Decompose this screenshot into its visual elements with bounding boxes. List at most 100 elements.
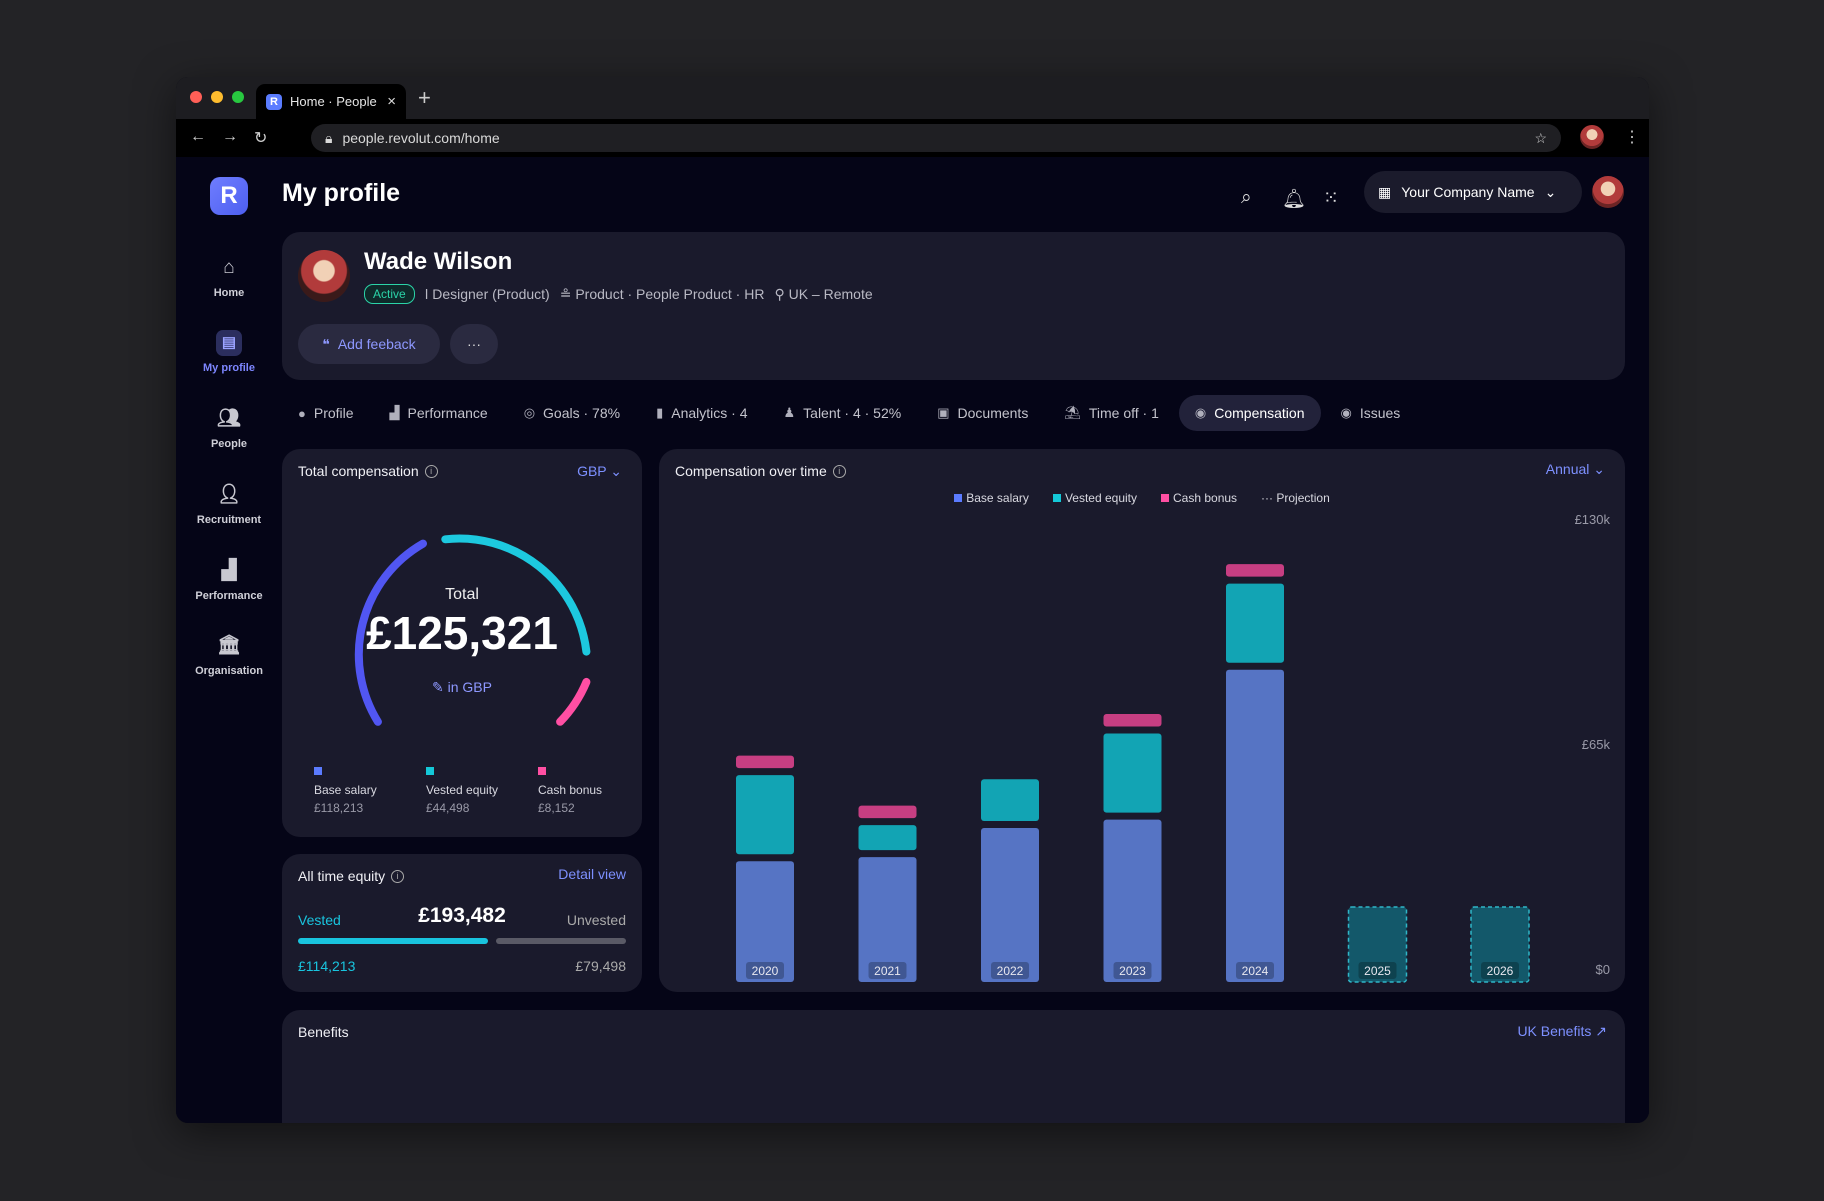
bar-projection-2026 xyxy=(1470,906,1530,983)
team-text: ≗ Product · People Product · HR xyxy=(559,285,765,302)
tab-label: Talent · 4 · 52% xyxy=(803,405,902,421)
all-time-equity-card: All time equity i Detail view Vested £19… xyxy=(282,854,642,992)
year-label-bg xyxy=(1358,962,1397,979)
tab-issues[interactable]: ◉ Issues xyxy=(1325,395,1417,431)
maximize-window-button[interactable] xyxy=(232,91,244,103)
minimize-window-button[interactable] xyxy=(211,91,223,103)
info-icon[interactable]: i xyxy=(832,464,846,478)
tab-performance[interactable]: ▟ Performance xyxy=(374,395,504,431)
info-icon[interactable]: i xyxy=(391,869,405,883)
tab-label: Compensation xyxy=(1214,405,1305,421)
recruitment-icon: 👤︎ xyxy=(216,484,242,505)
tab-profile[interactable]: ● Profile xyxy=(282,395,370,431)
in-gbp-text: in GBP xyxy=(447,679,492,695)
url-text: people.revolut.com/home xyxy=(342,130,500,146)
swatch xyxy=(1052,494,1061,502)
back-icon[interactable]: ← xyxy=(190,128,206,145)
total-compensation-card: Total compensation i GBP ⌄ Total £125,32… xyxy=(282,449,642,837)
feedback-icon: ❝ xyxy=(322,335,330,352)
bell-icon[interactable]: 🔔︎ xyxy=(1282,189,1307,210)
sidebar-item-home[interactable]: ⌂ Home xyxy=(176,255,282,299)
y-tick-label: $0 xyxy=(1596,962,1610,977)
bar-projection-2025 xyxy=(1347,906,1408,983)
address-bar[interactable]: 🔒︎ people.revolut.com/home ☆ xyxy=(311,124,1561,152)
sidebar-label: My profile xyxy=(203,362,255,374)
sidebar-item-people[interactable]: 👥︎ People xyxy=(176,406,282,450)
vested-label: Vested xyxy=(298,912,341,928)
year-label-bg xyxy=(868,962,907,979)
forward-icon[interactable]: → xyxy=(222,128,238,145)
issues-icon: ◉ xyxy=(1340,405,1352,420)
swatch xyxy=(1161,494,1169,502)
user-avatar[interactable] xyxy=(1592,176,1624,208)
edit-currency-link[interactable]: ✎ in GBP xyxy=(282,679,642,696)
location-icon: ⚲ xyxy=(774,285,789,302)
add-feedback-button[interactable]: ❝ Add feeback xyxy=(298,324,440,364)
bar-chart-icon: ▮ xyxy=(656,405,664,420)
tab-label: Documents xyxy=(957,405,1029,421)
cash-bonus-swatch xyxy=(538,767,546,775)
tab-analytics[interactable]: ▮ Analytics · 4 xyxy=(640,395,763,431)
more-options-button[interactable]: ··· xyxy=(450,324,498,364)
legend-cash-bonus: Cash bonus £8,152 xyxy=(538,767,602,815)
info-icon[interactable]: i xyxy=(424,464,438,478)
close-window-button[interactable] xyxy=(190,91,202,103)
title-text: Compensation over time xyxy=(675,463,827,479)
browser-menu-icon[interactable]: ⋮ xyxy=(1624,129,1640,146)
legend-value: £118,213 xyxy=(314,801,364,815)
equity-title: All time equity i xyxy=(298,868,405,884)
vested-equity-arc xyxy=(441,534,591,656)
company-switcher[interactable]: ▦ Your Company Name ⌄ xyxy=(1364,171,1582,213)
tab-talent[interactable]: ♟ Talent · 4 · 52% xyxy=(768,395,918,431)
tab-goals[interactable]: ◎ Goals · 78% xyxy=(508,395,636,431)
dots-icon: ··· xyxy=(1261,491,1277,505)
vested-value: £114,213 xyxy=(298,958,356,974)
reload-icon[interactable]: ↻ xyxy=(254,130,268,147)
period-dropdown[interactable]: Annual ⌄ xyxy=(1546,461,1605,478)
bar-cash-bonus-2021 xyxy=(858,805,917,819)
base-salary-swatch xyxy=(314,767,322,775)
sidebar-label: Performance xyxy=(195,590,263,602)
tab-title: Home · People xyxy=(290,94,377,109)
sidebar-item-my-profile[interactable]: ▤ My profile xyxy=(176,330,282,374)
tab-label: Goals · 78% xyxy=(543,405,621,421)
legend-value: £44,498 xyxy=(426,801,470,815)
benefits-card: Benefits UK Benefits ↗ xyxy=(282,1010,1625,1123)
external-link-icon: ↗ xyxy=(1595,1023,1607,1039)
profile-card: Wade Wilson Active ǀ Designer (Product) … xyxy=(282,232,1625,380)
close-tab-icon[interactable]: × xyxy=(387,93,396,110)
detail-view-link[interactable]: Detail view xyxy=(558,866,626,882)
browser-tab[interactable]: R Home · People × xyxy=(256,84,406,119)
equity-progress xyxy=(298,938,626,944)
search-icon[interactable]: ⌕ xyxy=(1241,187,1252,208)
performance-icon: ▟ xyxy=(221,560,237,581)
total-label: Total xyxy=(445,586,479,603)
sidebar-item-organisation[interactable]: 🏛︎ Organisation xyxy=(176,633,282,677)
bar-cash-bonus-2023 xyxy=(1103,714,1162,727)
x-tick-label: 2024 xyxy=(1242,964,1269,978)
target-icon: ◎ xyxy=(523,405,536,420)
tab-documents[interactable]: ▣ Documents xyxy=(921,395,1044,431)
bar-base-salary-2024 xyxy=(1226,669,1284,982)
tab-time-off[interactable]: ⛱ Time off · 1 xyxy=(1048,395,1175,431)
sidebar-item-recruitment[interactable]: 👤︎ Recruitment xyxy=(176,482,282,526)
uk-benefits-link[interactable]: UK Benefits ↗ xyxy=(1517,1023,1607,1040)
chevron-down-icon: ⌄ xyxy=(1544,183,1557,200)
performance-icon: ▟ xyxy=(389,405,400,420)
bookmark-star-icon[interactable]: ☆ xyxy=(1534,129,1547,146)
sidebar-label: Home xyxy=(213,287,245,299)
tab-label: Performance xyxy=(407,405,488,421)
talent-icon: ♟ xyxy=(783,405,796,420)
new-tab-button[interactable]: + xyxy=(418,85,431,110)
revolut-logo[interactable]: R xyxy=(210,177,248,215)
currency-dropdown[interactable]: GBP ⌄ xyxy=(577,463,622,480)
tab-compensation[interactable]: ◉ Compensation xyxy=(1178,395,1321,431)
apps-grid-icon[interactable]: ⁙ xyxy=(1323,188,1339,209)
browser-profile-avatar[interactable] xyxy=(1580,125,1604,149)
y-tick-label: £65k xyxy=(1582,737,1611,752)
sidebar-item-performance[interactable]: ▟ Performance xyxy=(176,558,282,602)
tab-label: Issues xyxy=(1359,405,1401,421)
vested-bar xyxy=(298,938,488,944)
legend-vested-equity: Vested equity £44,498 xyxy=(426,767,498,815)
bar-base-salary-2021 xyxy=(858,857,917,982)
